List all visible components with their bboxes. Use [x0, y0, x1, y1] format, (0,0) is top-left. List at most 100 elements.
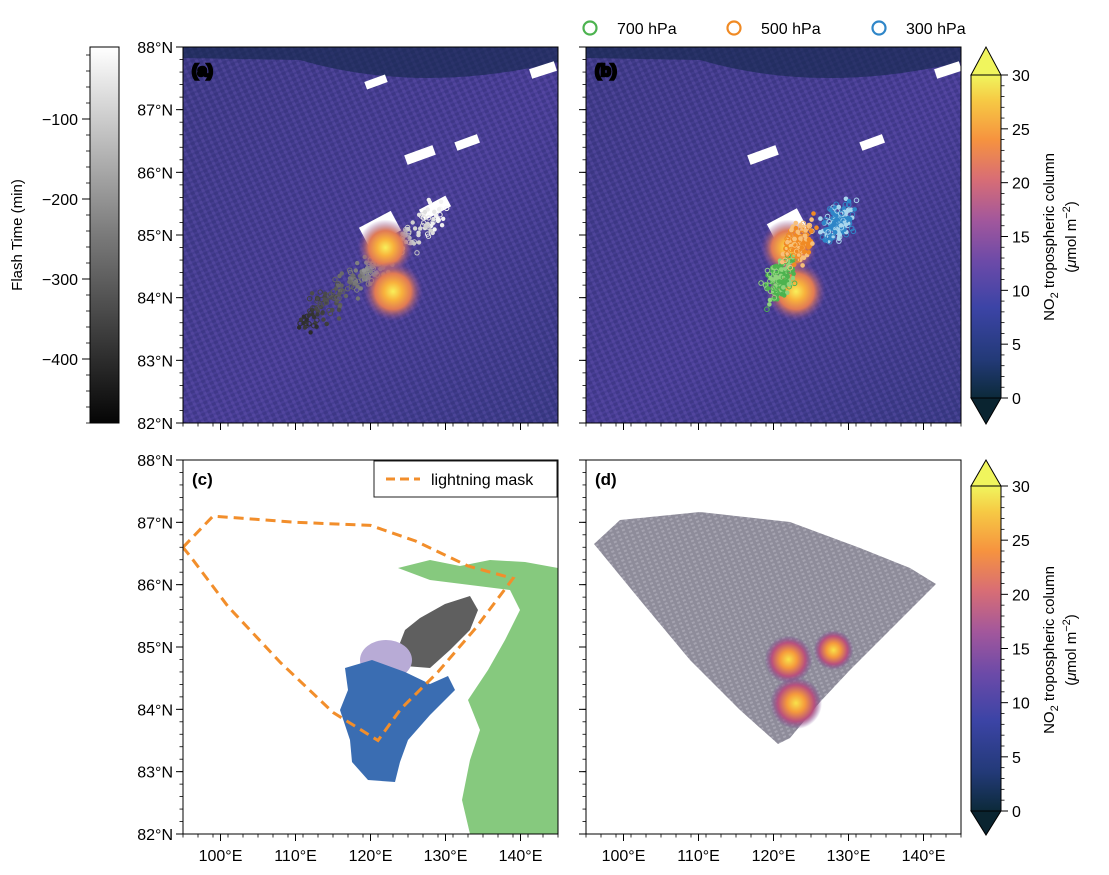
- level-point-1: [792, 236, 797, 242]
- flash-point: [425, 215, 432, 221]
- flash-point: [347, 269, 354, 276]
- flash-point: [308, 330, 313, 335]
- no2-colorbar-bottom-ticks: 0 5 10 15 20 25 30: [1001, 479, 1030, 821]
- panel-d-no2-hotspot-1: [764, 635, 813, 684]
- level-point-0: [786, 282, 792, 287]
- level-point-2: [838, 210, 845, 217]
- flash-point: [425, 207, 430, 212]
- panel-c-label: (c): [192, 470, 213, 489]
- level-point-2: [825, 229, 832, 235]
- level-point-1: [787, 264, 794, 271]
- flash-point: [416, 212, 422, 217]
- panel-d-label: (d): [595, 470, 617, 489]
- legend-label: 700 hPa: [617, 21, 677, 38]
- flash-point: [412, 226, 418, 231]
- level-point-1: [800, 263, 805, 268]
- panel-a-label: (a): [192, 61, 213, 80]
- panel-d-no2-hotspot-3: [813, 630, 854, 671]
- flash-point: [303, 322, 309, 329]
- level-point-0: [764, 306, 770, 313]
- flash-point: [324, 321, 329, 327]
- no2-tick-label: 15: [1012, 230, 1030, 247]
- level-point-1: [795, 252, 802, 258]
- level-point-1: [792, 242, 798, 248]
- level-point-2: [822, 237, 829, 243]
- level-point-0: [790, 275, 796, 281]
- level-point-1: [811, 211, 816, 216]
- svg-text:(μmol m−2): (μmol m−2): [1061, 201, 1080, 273]
- level-point-1: [809, 217, 814, 222]
- lat-tick-label: 84°N: [137, 702, 173, 719]
- level-point-2: [845, 207, 852, 213]
- lon-tick-label: 100°E: [199, 848, 243, 865]
- panel-c-ticks: 82°N 83°N 84°N 85°N 86°N 87°N 88°N 100°E 110°E 12…: [137, 453, 559, 865]
- svg-text:NO2 tropospheric column: NO2 tropospheric column: [1041, 566, 1061, 734]
- lat-tick-label: 86°N: [137, 165, 173, 182]
- flash-point: [314, 324, 319, 329]
- flash-tick-label: −200: [42, 192, 78, 209]
- level-point-2: [842, 201, 849, 208]
- flash-point: [410, 220, 415, 225]
- flash-point: [304, 317, 309, 322]
- flash-point: [430, 221, 435, 226]
- level-point-0: [765, 286, 771, 291]
- no2-tick-label: 0: [1012, 391, 1021, 408]
- flash-point: [344, 286, 351, 292]
- level-point-0: [781, 285, 786, 290]
- flash-point: [422, 209, 428, 215]
- lat-tick-label: 83°N: [137, 353, 173, 370]
- panel-c-green-region: [398, 560, 558, 834]
- no2-colorbar-top-ticks: 0 5 10 15 20 25 30: [1001, 68, 1030, 408]
- no2-colorbar-bottom-label: NO2 tropospheric column (μmol m−2): [1041, 566, 1080, 734]
- level-point-1: [779, 259, 785, 265]
- flash-point: [306, 313, 311, 318]
- level-point-1: [814, 225, 819, 230]
- flash-point: [296, 325, 302, 330]
- level-point-0: [767, 302, 772, 307]
- level-point-1: [784, 251, 790, 257]
- level-point-0: [791, 271, 796, 277]
- map-axes: 82°N 83°N 84°N 85°N 86°N 87°N 88°N 82°N 83°N 84°N…: [137, 40, 962, 865]
- panel-c-blue-region: [340, 660, 455, 782]
- level-point-1: [801, 255, 807, 260]
- level-point-1: [786, 232, 792, 239]
- flash-point: [421, 220, 427, 226]
- lat-tick-label: 85°N: [137, 640, 173, 657]
- level-point-2: [824, 213, 831, 220]
- no2-colorbar-bottom-extend-max: [970, 458, 1002, 487]
- lat-tick-label: 84°N: [137, 291, 173, 308]
- panel-a-no2-hotspot-2: [363, 261, 423, 322]
- legend-label: 300 hPa: [906, 21, 966, 38]
- flash-point: [321, 317, 326, 322]
- flash-point: [441, 216, 446, 221]
- level-point-1: [780, 251, 786, 257]
- panel-a-ticks: 82°N 83°N 84°N 85°N 86°N 87°N 88°N: [137, 40, 559, 433]
- level-point-0: [767, 278, 773, 284]
- panel-a: (a): [182, 46, 559, 424]
- level-point-2: [818, 216, 823, 221]
- level-point-1: [783, 245, 789, 252]
- panel-c-dark-gray-region: [398, 596, 478, 668]
- flash-point: [432, 227, 437, 232]
- flash-colorbar-ticks: −100 −200 −300 −400: [42, 54, 90, 424]
- no2-tick-label: 0: [1012, 804, 1021, 821]
- lat-tick-label: 83°N: [137, 765, 173, 782]
- flash-point: [326, 292, 332, 298]
- flash-point: [317, 302, 324, 308]
- flash-point: [298, 317, 304, 322]
- flash-point: [416, 230, 421, 235]
- flash-colorbar-label: Flash Time (min): [9, 179, 26, 291]
- flash-point: [307, 308, 313, 314]
- panel-c-legend: lightning mask: [373, 460, 558, 498]
- panel-a-dark-band: [183, 47, 558, 79]
- lon-tick-label: 110°E: [274, 848, 317, 865]
- level-point-2: [826, 219, 833, 225]
- level-point-1: [802, 249, 807, 255]
- level-point-0: [766, 271, 773, 278]
- flash-tick-label: −100: [42, 112, 78, 129]
- no2-tick-label: 25: [1012, 533, 1030, 550]
- flash-point: [359, 277, 365, 283]
- level-point-1: [801, 240, 807, 245]
- lon-tick-label: 130°E: [827, 848, 871, 865]
- panel-c: (c) lightning mask: [182, 459, 559, 835]
